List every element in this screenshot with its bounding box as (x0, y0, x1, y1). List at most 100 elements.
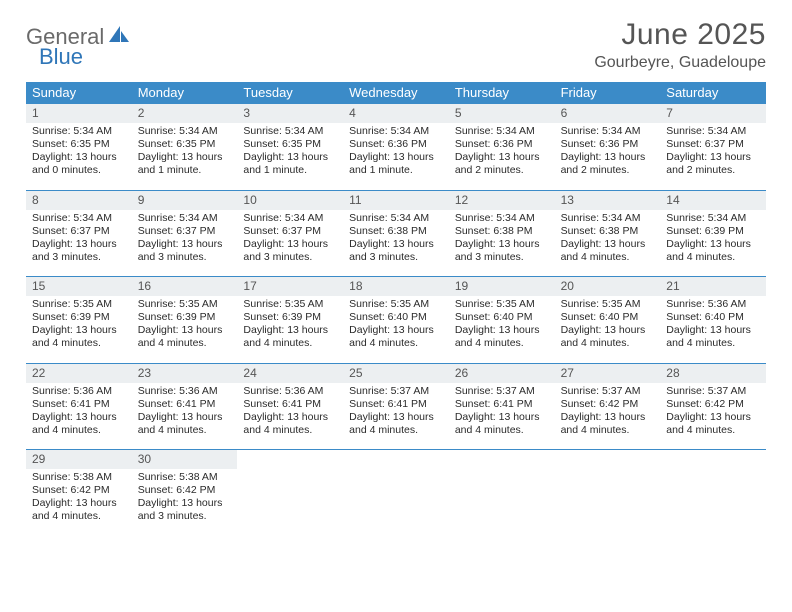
day-number: 5 (449, 104, 555, 123)
day-content: Sunrise: 5:37 AMSunset: 6:41 PMDaylight:… (449, 383, 555, 444)
dow-tue: Tuesday (237, 82, 343, 104)
sunrise-line: Sunrise: 5:36 AM (32, 385, 126, 398)
sunset-line: Sunset: 6:36 PM (349, 138, 443, 151)
day-number: 11 (343, 191, 449, 210)
dow-fri: Friday (555, 82, 661, 104)
day-number: 6 (555, 104, 661, 123)
day-number: 21 (660, 277, 766, 296)
daylight-line: Daylight: 13 hours and 3 minutes. (138, 238, 232, 264)
daylight-line: Daylight: 13 hours and 4 minutes. (455, 324, 549, 350)
sunset-line: Sunset: 6:35 PM (32, 138, 126, 151)
sunset-line: Sunset: 6:37 PM (666, 138, 760, 151)
day-cell: .. (660, 450, 766, 530)
sunrise-line: Sunrise: 5:34 AM (666, 125, 760, 138)
day-cell: 8Sunrise: 5:34 AMSunset: 6:37 PMDaylight… (26, 191, 132, 271)
week-row: 22Sunrise: 5:36 AMSunset: 6:41 PMDayligh… (26, 363, 766, 444)
day-content: Sunrise: 5:34 AMSunset: 6:35 PMDaylight:… (237, 123, 343, 184)
sunrise-line: Sunrise: 5:37 AM (455, 385, 549, 398)
daylight-line: Daylight: 13 hours and 3 minutes. (455, 238, 549, 264)
day-number: 29 (26, 450, 132, 469)
sunrise-line: Sunrise: 5:37 AM (666, 385, 760, 398)
sunrise-line: Sunrise: 5:34 AM (561, 212, 655, 225)
day-content: Sunrise: 5:35 AMSunset: 6:40 PMDaylight:… (343, 296, 449, 357)
sunset-line: Sunset: 6:41 PM (243, 398, 337, 411)
sunrise-line: Sunrise: 5:35 AM (243, 298, 337, 311)
day-content: Sunrise: 5:35 AMSunset: 6:39 PMDaylight:… (26, 296, 132, 357)
day-content: Sunrise: 5:36 AMSunset: 6:41 PMDaylight:… (237, 383, 343, 444)
day-cell: 3Sunrise: 5:34 AMSunset: 6:35 PMDaylight… (237, 104, 343, 184)
day-content: Sunrise: 5:37 AMSunset: 6:41 PMDaylight:… (343, 383, 449, 444)
day-number: 12 (449, 191, 555, 210)
calendar: Sunday Monday Tuesday Wednesday Thursday… (26, 82, 766, 530)
week-row: 8Sunrise: 5:34 AMSunset: 6:37 PMDaylight… (26, 190, 766, 271)
logo-word2: Blue (39, 44, 83, 69)
day-cell: .. (343, 450, 449, 530)
day-cell: 7Sunrise: 5:34 AMSunset: 6:37 PMDaylight… (660, 104, 766, 184)
day-number: 19 (449, 277, 555, 296)
day-cell: 9Sunrise: 5:34 AMSunset: 6:37 PMDaylight… (132, 191, 238, 271)
sunset-line: Sunset: 6:40 PM (349, 311, 443, 324)
day-content: Sunrise: 5:38 AMSunset: 6:42 PMDaylight:… (26, 469, 132, 530)
day-cell: 6Sunrise: 5:34 AMSunset: 6:36 PMDaylight… (555, 104, 661, 184)
day-number: 17 (237, 277, 343, 296)
day-number: 18 (343, 277, 449, 296)
daylight-line: Daylight: 13 hours and 2 minutes. (561, 151, 655, 177)
sunset-line: Sunset: 6:38 PM (349, 225, 443, 238)
daylight-line: Daylight: 13 hours and 2 minutes. (666, 151, 760, 177)
day-content: Sunrise: 5:38 AMSunset: 6:42 PMDaylight:… (132, 469, 238, 530)
day-cell: 20Sunrise: 5:35 AMSunset: 6:40 PMDayligh… (555, 277, 661, 357)
day-number: 10 (237, 191, 343, 210)
sunset-line: Sunset: 6:38 PM (561, 225, 655, 238)
daylight-line: Daylight: 13 hours and 3 minutes. (32, 238, 126, 264)
sunrise-line: Sunrise: 5:35 AM (561, 298, 655, 311)
day-number: 13 (555, 191, 661, 210)
sunrise-line: Sunrise: 5:35 AM (349, 298, 443, 311)
day-cell: 5Sunrise: 5:34 AMSunset: 6:36 PMDaylight… (449, 104, 555, 184)
sunset-line: Sunset: 6:37 PM (138, 225, 232, 238)
day-cell: 16Sunrise: 5:35 AMSunset: 6:39 PMDayligh… (132, 277, 238, 357)
location: Gourbeyre, Guadeloupe (594, 54, 766, 72)
sunset-line: Sunset: 6:41 PM (32, 398, 126, 411)
sunrise-line: Sunrise: 5:38 AM (32, 471, 126, 484)
sunset-line: Sunset: 6:39 PM (243, 311, 337, 324)
day-cell: 28Sunrise: 5:37 AMSunset: 6:42 PMDayligh… (660, 364, 766, 444)
sunset-line: Sunset: 6:36 PM (561, 138, 655, 151)
sunset-line: Sunset: 6:41 PM (455, 398, 549, 411)
sunrise-line: Sunrise: 5:37 AM (349, 385, 443, 398)
day-cell: 12Sunrise: 5:34 AMSunset: 6:38 PMDayligh… (449, 191, 555, 271)
daylight-line: Daylight: 13 hours and 4 minutes. (561, 324, 655, 350)
day-cell: .. (449, 450, 555, 530)
day-content: Sunrise: 5:35 AMSunset: 6:39 PMDaylight:… (132, 296, 238, 357)
day-content: Sunrise: 5:34 AMSunset: 6:36 PMDaylight:… (449, 123, 555, 184)
daylight-line: Daylight: 13 hours and 3 minutes. (243, 238, 337, 264)
day-number: 1 (26, 104, 132, 123)
daylight-line: Daylight: 13 hours and 4 minutes. (243, 411, 337, 437)
sunrise-line: Sunrise: 5:38 AM (138, 471, 232, 484)
day-number: 9 (132, 191, 238, 210)
day-number: 27 (555, 364, 661, 383)
day-content: Sunrise: 5:35 AMSunset: 6:39 PMDaylight:… (237, 296, 343, 357)
sunset-line: Sunset: 6:39 PM (666, 225, 760, 238)
day-cell: 24Sunrise: 5:36 AMSunset: 6:41 PMDayligh… (237, 364, 343, 444)
day-cell: 19Sunrise: 5:35 AMSunset: 6:40 PMDayligh… (449, 277, 555, 357)
day-cell: 17Sunrise: 5:35 AMSunset: 6:39 PMDayligh… (237, 277, 343, 357)
daylight-line: Daylight: 13 hours and 4 minutes. (561, 411, 655, 437)
day-content: Sunrise: 5:34 AMSunset: 6:35 PMDaylight:… (132, 123, 238, 184)
daylight-line: Daylight: 13 hours and 4 minutes. (32, 411, 126, 437)
day-content: Sunrise: 5:34 AMSunset: 6:37 PMDaylight:… (237, 210, 343, 271)
day-content: Sunrise: 5:35 AMSunset: 6:40 PMDaylight:… (555, 296, 661, 357)
daylight-line: Daylight: 13 hours and 1 minute. (349, 151, 443, 177)
day-content: Sunrise: 5:34 AMSunset: 6:38 PMDaylight:… (555, 210, 661, 271)
day-cell: 23Sunrise: 5:36 AMSunset: 6:41 PMDayligh… (132, 364, 238, 444)
sunrise-line: Sunrise: 5:34 AM (243, 125, 337, 138)
daylight-line: Daylight: 13 hours and 4 minutes. (666, 411, 760, 437)
day-content: Sunrise: 5:37 AMSunset: 6:42 PMDaylight:… (555, 383, 661, 444)
day-cell: 27Sunrise: 5:37 AMSunset: 6:42 PMDayligh… (555, 364, 661, 444)
sunset-line: Sunset: 6:36 PM (455, 138, 549, 151)
sunrise-line: Sunrise: 5:36 AM (138, 385, 232, 398)
sunrise-line: Sunrise: 5:34 AM (32, 125, 126, 138)
day-number: 15 (26, 277, 132, 296)
day-content: Sunrise: 5:36 AMSunset: 6:41 PMDaylight:… (26, 383, 132, 444)
header: General Blue June 2025 Gourbeyre, Guadel… (26, 18, 766, 72)
dow-sat: Saturday (660, 82, 766, 104)
